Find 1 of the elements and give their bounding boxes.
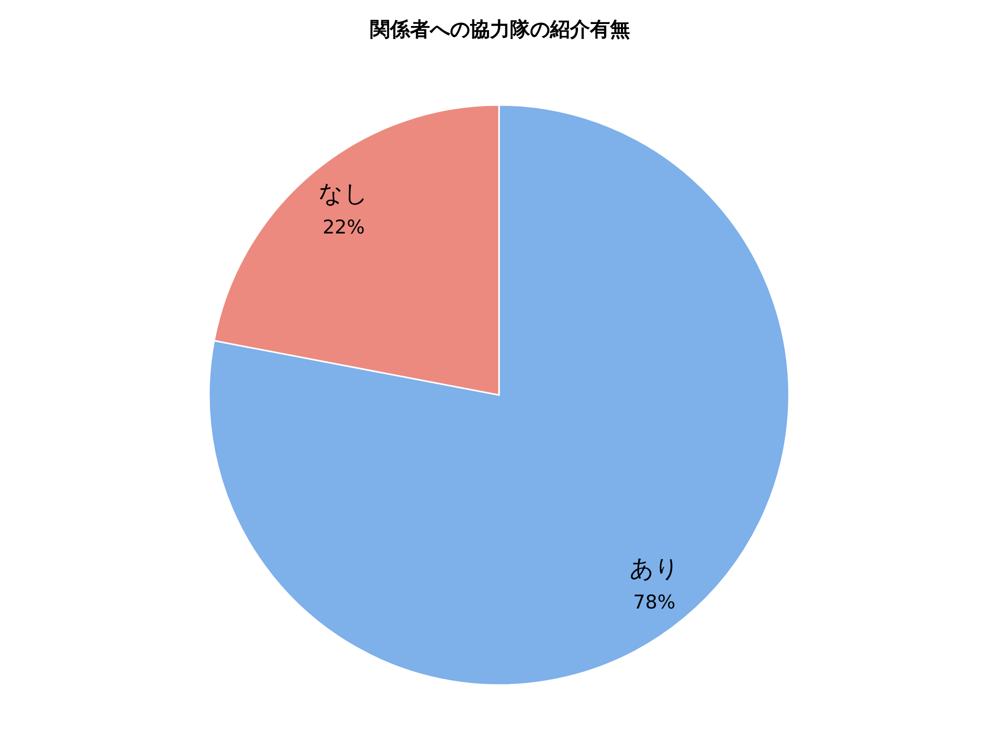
title: 関係者への協力隊の紹介有無 (370, 17, 630, 41)
